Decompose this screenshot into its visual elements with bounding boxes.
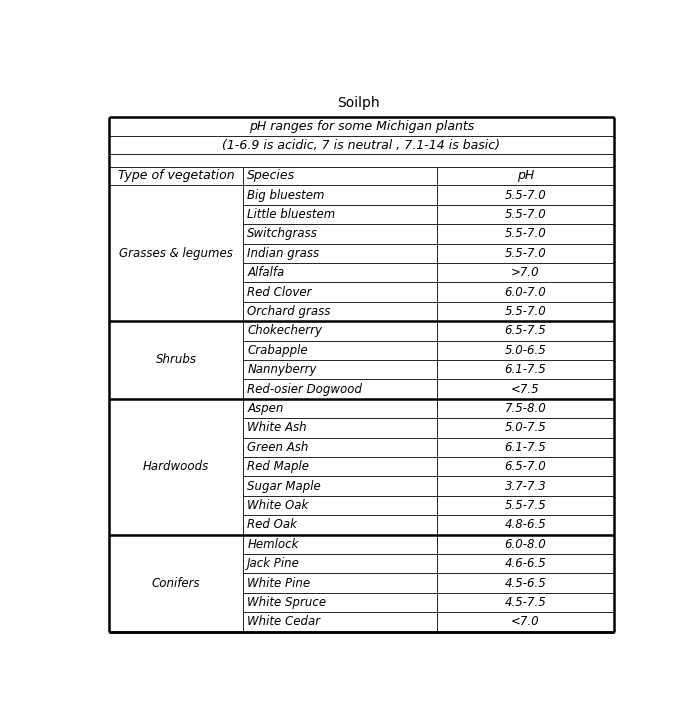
- Text: Crabapple: Crabapple: [247, 344, 308, 357]
- Text: 5.0-7.5: 5.0-7.5: [505, 421, 546, 434]
- Text: Hardwoods: Hardwoods: [143, 460, 209, 473]
- Text: 5.5-7.0: 5.5-7.0: [505, 208, 546, 221]
- Text: Soilph: Soilph: [337, 96, 380, 110]
- Text: Little bluestem: Little bluestem: [247, 208, 335, 221]
- Text: White Oak: White Oak: [247, 499, 309, 512]
- Text: Jack Pine: Jack Pine: [247, 557, 300, 570]
- Text: 4.5-7.5: 4.5-7.5: [505, 596, 546, 609]
- Text: Orchard grass: Orchard grass: [247, 305, 330, 318]
- Text: Red Oak: Red Oak: [247, 518, 297, 531]
- Text: 6.0-8.0: 6.0-8.0: [505, 538, 546, 551]
- Text: 4.8-6.5: 4.8-6.5: [505, 518, 546, 531]
- Text: Conifers: Conifers: [152, 577, 200, 590]
- Text: 5.5-7.0: 5.5-7.0: [505, 305, 546, 318]
- Text: <7.5: <7.5: [511, 383, 540, 395]
- Text: >7.0: >7.0: [511, 266, 540, 279]
- Text: (1-6.9 is acidic, 7 is neutral , 7.1-14 is basic): (1-6.9 is acidic, 7 is neutral , 7.1-14 …: [223, 139, 500, 152]
- Text: Hemlock: Hemlock: [247, 538, 299, 551]
- Text: Red Maple: Red Maple: [247, 460, 309, 473]
- Text: White Ash: White Ash: [247, 421, 307, 434]
- Text: White Cedar: White Cedar: [247, 615, 321, 628]
- Text: 5.5-7.5: 5.5-7.5: [505, 499, 546, 512]
- Text: pH: pH: [517, 170, 534, 183]
- Text: 6.1-7.5: 6.1-7.5: [505, 441, 546, 454]
- Text: Big bluestem: Big bluestem: [247, 188, 325, 201]
- Text: White Pine: White Pine: [247, 577, 310, 590]
- Text: 6.0-7.0: 6.0-7.0: [505, 285, 546, 298]
- Text: Grasses & legumes: Grasses & legumes: [119, 247, 233, 260]
- Text: Chokecherry: Chokecherry: [247, 324, 322, 337]
- Text: 6.5-7.0: 6.5-7.0: [505, 460, 546, 473]
- Text: 5.5-7.0: 5.5-7.0: [505, 247, 546, 260]
- Text: Switchgrass: Switchgrass: [247, 227, 318, 240]
- Text: 6.1-7.5: 6.1-7.5: [505, 363, 546, 376]
- Text: 4.6-6.5: 4.6-6.5: [505, 557, 546, 570]
- Text: Red-osier Dogwood: Red-osier Dogwood: [247, 383, 362, 395]
- Text: Green Ash: Green Ash: [247, 441, 309, 454]
- Text: pH ranges for some Michigan plants: pH ranges for some Michigan plants: [248, 120, 474, 133]
- Text: 3.7-7.3: 3.7-7.3: [505, 480, 546, 493]
- Text: Species: Species: [247, 170, 295, 183]
- Text: Nannyberry: Nannyberry: [247, 363, 316, 376]
- Text: Red Clover: Red Clover: [247, 285, 312, 298]
- Text: Aspen: Aspen: [247, 402, 284, 415]
- Text: White Spruce: White Spruce: [247, 596, 326, 609]
- Text: 5.0-6.5: 5.0-6.5: [505, 344, 546, 357]
- Text: 4.5-6.5: 4.5-6.5: [505, 577, 546, 590]
- Text: <7.0: <7.0: [511, 615, 540, 628]
- Text: 7.5-8.0: 7.5-8.0: [505, 402, 546, 415]
- Text: Type of vegetation: Type of vegetation: [118, 170, 234, 183]
- Text: Sugar Maple: Sugar Maple: [247, 480, 321, 493]
- Text: Alfalfa: Alfalfa: [247, 266, 284, 279]
- Text: 6.5-7.5: 6.5-7.5: [505, 324, 546, 337]
- Text: Shrubs: Shrubs: [155, 354, 197, 367]
- Text: 5.5-7.0: 5.5-7.0: [505, 227, 546, 240]
- Text: 5.5-7.0: 5.5-7.0: [505, 188, 546, 201]
- Text: Indian grass: Indian grass: [247, 247, 319, 260]
